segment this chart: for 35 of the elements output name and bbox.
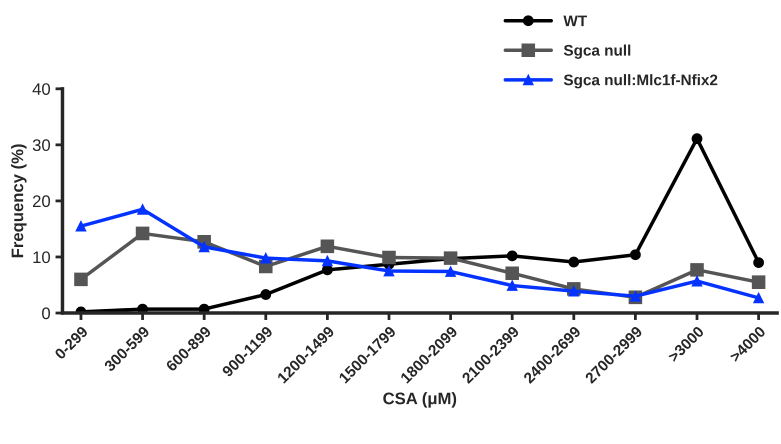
point (260, 252, 272, 264)
point (322, 256, 333, 266)
point (445, 266, 456, 277)
point (692, 133, 702, 144)
y-tick-label: 20 (32, 195, 50, 208)
point (568, 286, 580, 297)
point (137, 204, 148, 215)
point (136, 226, 150, 240)
point (753, 257, 764, 268)
y-tick-label: 10 (33, 251, 50, 264)
y-tick-label: 0 (42, 307, 50, 320)
point (568, 256, 580, 268)
point (382, 250, 396, 264)
y-tick-label: 30 (32, 139, 50, 152)
point (692, 276, 702, 286)
point (320, 240, 334, 254)
point (506, 280, 518, 291)
legend-label: Sgca null (564, 44, 630, 59)
point (76, 220, 86, 232)
y-axis-title: Frequency (%) (11, 144, 27, 258)
point (505, 266, 519, 280)
x-axis-title: CSA (μM) (383, 392, 456, 408)
y-tick-label: 40 (32, 83, 50, 96)
point (506, 250, 518, 262)
point (630, 249, 641, 260)
legend-label: Sgca null:Mlc1f-Nfix2 (564, 74, 718, 88)
point (753, 292, 764, 304)
point (198, 241, 210, 252)
legend-label: WT (563, 16, 588, 26)
point (384, 266, 394, 276)
point (630, 290, 641, 302)
point (690, 263, 704, 277)
point (260, 289, 272, 300)
point (752, 275, 766, 289)
point (74, 272, 88, 286)
